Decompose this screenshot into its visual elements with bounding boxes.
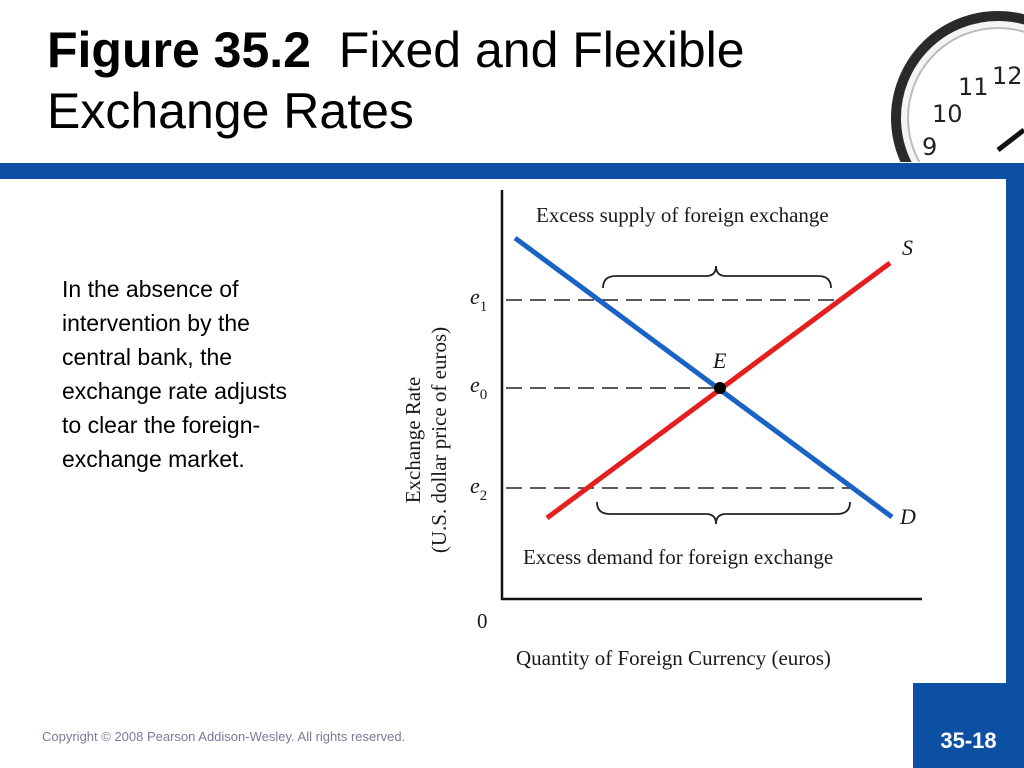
demand-curve bbox=[513, 235, 894, 520]
excess-supply-label: Excess supply of foreign exchange bbox=[536, 203, 829, 227]
svg-text:10: 10 bbox=[932, 100, 963, 128]
excess-supply-brace bbox=[602, 265, 832, 289]
exchange-rate-diagram: Exchange Rate (U.S. dollar price of euro… bbox=[401, 190, 922, 670]
figure-label: Figure 35.2 bbox=[47, 22, 311, 78]
svg-text:9: 9 bbox=[922, 133, 937, 161]
title-line-2: Exchange Rates bbox=[47, 83, 414, 139]
page-title: Figure 35.2 Fixed and Flexible Exchange … bbox=[47, 20, 887, 142]
excess-demand-brace bbox=[596, 501, 851, 525]
right-band bbox=[1006, 179, 1024, 683]
origin-label: 0 bbox=[477, 609, 488, 633]
e0-label: e0 bbox=[470, 372, 487, 403]
title-line-1: Fixed and Flexible bbox=[338, 22, 745, 78]
x-axis-label: Quantity of Foreign Currency (euros) bbox=[516, 646, 831, 670]
supply-label: S bbox=[902, 235, 913, 260]
corner-block bbox=[913, 683, 1024, 768]
svg-text:11: 11 bbox=[958, 73, 989, 101]
equilibrium-point bbox=[714, 382, 726, 394]
header-band bbox=[0, 163, 1024, 179]
description-text: In the absence of intervention by the ce… bbox=[62, 276, 288, 472]
e2-label: e2 bbox=[470, 473, 487, 504]
slide-number: 35-18 bbox=[940, 727, 997, 753]
y-axis-label-2: (U.S. dollar price of euros) bbox=[427, 327, 451, 553]
copyright-text: Copyright © 2008 Pearson Addison-Wesley.… bbox=[42, 729, 406, 744]
equilibrium-label: E bbox=[712, 348, 727, 373]
demand-label: D bbox=[899, 504, 916, 529]
svg-text:12: 12 bbox=[992, 62, 1023, 90]
e1-label: e1 bbox=[470, 284, 487, 315]
y-axis-label-1: Exchange Rate bbox=[401, 377, 425, 504]
clock-icon: 12 11 10 9 bbox=[891, 11, 1024, 162]
excess-demand-label: Excess demand for foreign exchange bbox=[523, 545, 833, 569]
